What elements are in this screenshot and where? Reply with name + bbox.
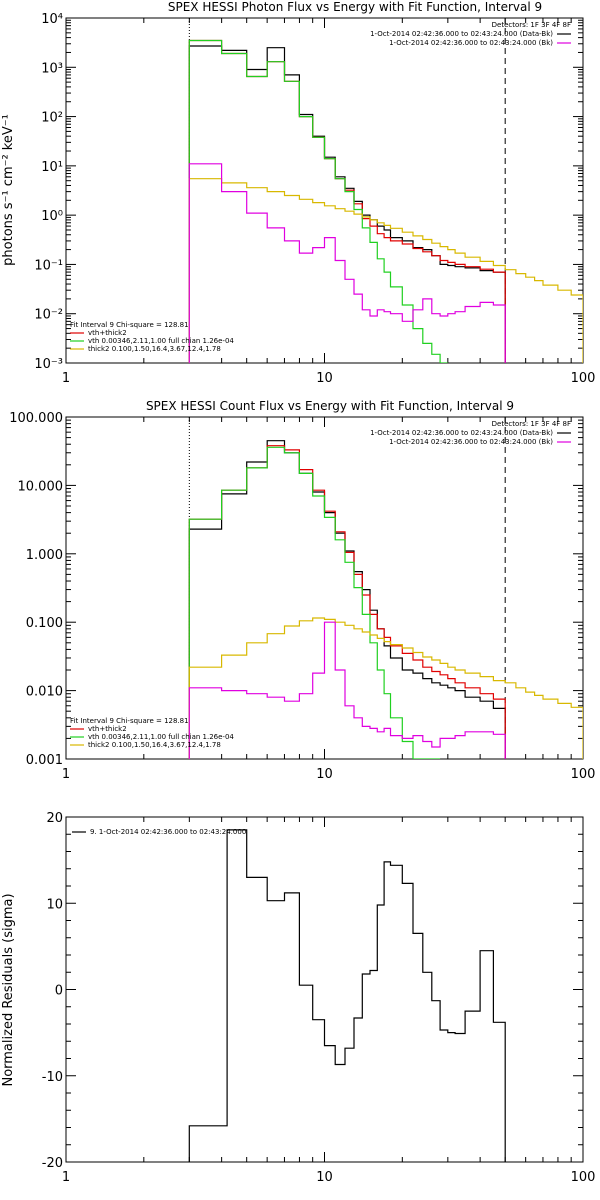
resid-x-tick-label: 100: [571, 1170, 596, 1185]
count-x-tick-label: 100: [571, 767, 596, 782]
photon-x-tick-label: 100: [571, 371, 596, 386]
count-legend-fit: Fit Interval 9 Chi-square = 128.81: [70, 717, 189, 725]
count-y-tick-label: 0.010: [26, 685, 63, 700]
photon-y-tick-label: 10²: [41, 111, 63, 126]
photon-series-vth-thick2: [188, 39, 506, 363]
photon-y-tick-label: 10³: [41, 61, 63, 76]
count-y-tick-label: 0.100: [26, 616, 63, 631]
count-series-1-oct-2014-02-42-36-000-to-02-43-24-000-data-bk: [188, 440, 506, 759]
resid-x-tick-label: 1: [62, 1170, 70, 1185]
count-legend-entry: 1-Oct-2014 02:42:36.000 to 02:43:24.000 …: [370, 429, 553, 437]
photon-legend-entry: vth 0.00346,2.11,1.00 full chian 1.26e-0…: [88, 337, 234, 345]
photon-legend-detectors: Detectors: 1F 3F 4F 8F: [492, 21, 571, 29]
photon-series-thick2: [188, 178, 583, 363]
photon-series-1-oct-2014-02-42-36-000-to-02-43-24-000-bk: [188, 163, 506, 363]
count-flux-chart: SPEX HESSI Count Flux vs Energy with Fit…: [9, 399, 595, 782]
resid-y-tick-label: -20: [42, 1156, 63, 1171]
resid-y-tick-label: -10: [42, 1070, 63, 1085]
count-y-tick-label: 0.001: [26, 753, 63, 768]
count-x-tick-label: 10: [316, 767, 333, 782]
photon-y-tick-label: 10⁻³: [34, 357, 63, 372]
resid-series-9-1-oct-2014-02-42-36-000-to-02-43-24-000: [188, 829, 506, 1162]
count-y-tick-label: 100.000: [9, 411, 63, 426]
photon-legend-fit: Fit Interval 9 Chi-square = 128.81: [70, 321, 189, 329]
resid-x-tick-label: 10: [316, 1170, 333, 1185]
count-legend-entry: vth+thick2: [88, 725, 127, 733]
photon-y-axis-label: photons s⁻¹ cm⁻² keV⁻¹: [1, 114, 16, 266]
resid-y-tick-label: 20: [46, 811, 63, 826]
count-series-group: [188, 440, 583, 759]
count-series-vth: [188, 446, 441, 759]
photon-y-tick-label: 10⁻²: [34, 308, 63, 323]
photon-chart-title: SPEX HESSI Photon Flux vs Energy with Fi…: [168, 0, 542, 14]
photon-legend-entry: 1-Oct-2014 02:42:36.000 to 02:43:24.000 …: [389, 39, 553, 47]
photon-legend-entry: thick2 0.100,1.50,16.4,3.67,12.4,1.78: [88, 345, 221, 353]
count-series-vth-thick2: [188, 445, 506, 759]
resid-series-group: [188, 829, 506, 1162]
resid-y-tick-label: 10: [46, 897, 63, 912]
photon-x-tick-label: 10: [316, 371, 333, 386]
photon-series-vth: [188, 39, 448, 363]
photon-series-group: [188, 39, 583, 363]
photon-y-tick-label: 10⁻¹: [34, 258, 63, 273]
resid-legend-entry: 9. 1-Oct-2014 02:42:36.000 to 02:43:24.0…: [90, 828, 246, 836]
photon-x-tick-label: 1: [62, 371, 70, 386]
count-y-tick-label: 10.000: [18, 479, 64, 494]
photon-series-1-oct-2014-02-42-36-000-to-02-43-24-000-data-bk: [188, 45, 506, 363]
count-legend-detectors: Detectors: 1F 3F 4F 8F: [492, 420, 571, 428]
count-legend-entry: 1-Oct-2014 02:42:36.000 to 02:43:24.000 …: [389, 438, 553, 446]
photon-y-tick-label: 10⁰: [41, 209, 63, 224]
count-legend-entry: thick2 0.100,1.50,16.4,3.67,12.4,1.78: [88, 741, 221, 749]
count-series-1-oct-2014-02-42-36-000-to-02-43-24-000-bk: [188, 621, 506, 759]
photon-flux-chart: SPEX HESSI Photon Flux vs Energy with Fi…: [1, 0, 595, 386]
count-series-thick2: [188, 617, 583, 759]
photon-y-tick-label: 10¹: [41, 160, 63, 175]
count-legend-entry: vth 0.00346,2.11,1.00 full chian 1.26e-0…: [88, 733, 234, 741]
residuals-y-axis-label: Normalized Residuals (sigma): [1, 893, 16, 1086]
residuals-chart: Normalized Residuals (sigma) 1 10 100-20-1…: [1, 811, 595, 1185]
count-y-tick-label: 1.000: [26, 548, 63, 563]
count-x-tick-label: 1: [62, 767, 70, 782]
photon-y-tick-label: 10⁴: [41, 12, 63, 27]
photon-legend-entry: 1-Oct-2014 02:42:36.000 to 02:43:24.000 …: [370, 30, 553, 38]
count-chart-title: SPEX HESSI Count Flux vs Energy with Fit…: [146, 399, 514, 413]
photon-legend-entry: vth+thick2: [88, 329, 127, 337]
resid-y-tick-label: 0: [55, 984, 63, 999]
